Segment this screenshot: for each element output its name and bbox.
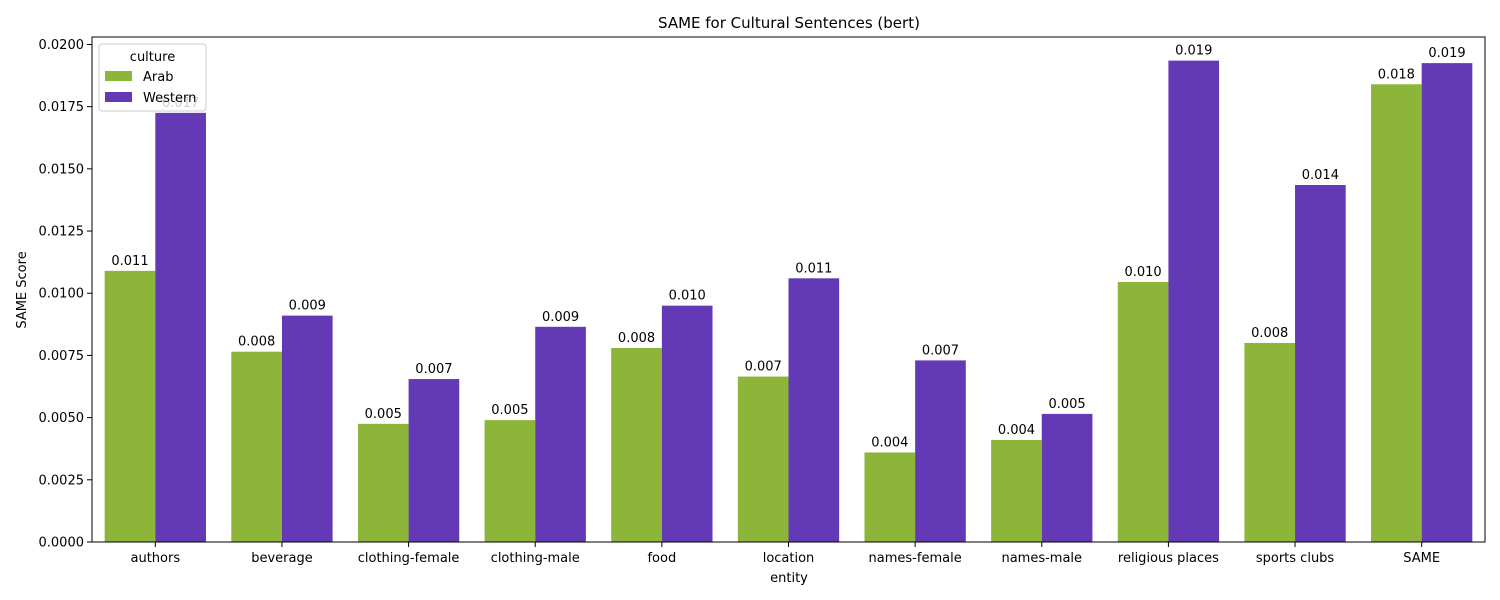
bar-value-label: 0.008	[1251, 326, 1288, 341]
x-axis: authors beverage clothing-female clothing-m…	[131, 542, 1440, 566]
x-tick-label: SAME	[1403, 551, 1440, 566]
y-tick-label: 0.0150	[39, 162, 85, 177]
bar-arab	[231, 351, 282, 542]
bar-value-label: 0.004	[998, 423, 1035, 438]
bar-arab	[104, 270, 156, 542]
bar-arab	[357, 423, 409, 542]
x-tick-label: names-female	[869, 551, 962, 566]
bar-arab	[1371, 84, 1422, 543]
legend-swatch-arab	[105, 71, 132, 81]
bar-value-label: 0.007	[745, 360, 782, 375]
bar-value-label: 0.004	[871, 435, 908, 450]
bar-value-label: 0.011	[111, 254, 148, 269]
bar-value-label: 0.010	[669, 289, 706, 304]
bar-value-label: 0.010	[1124, 265, 1161, 280]
y-tick-label: 0.0100	[39, 287, 85, 302]
y-tick-label: 0.0075	[39, 349, 85, 364]
y-axis-label: SAME Score	[15, 251, 30, 328]
chart-title: SAME for Cultural Sentences (bert)	[658, 14, 920, 32]
bar-value-label: 0.011	[795, 261, 832, 276]
x-tick-label: beverage	[251, 551, 313, 566]
bar-value-label: 0.008	[618, 331, 655, 346]
y-axis: 0.0000 0.0025 0.0050 0.0075 0.0100 0.0125 0.01…	[39, 38, 92, 551]
bar-western	[535, 326, 586, 542]
bar-arab	[1244, 342, 1296, 542]
x-axis-label: entity	[770, 571, 808, 586]
bars-group	[104, 60, 1473, 543]
bar-value-label: 0.007	[922, 343, 959, 358]
bar-value-label: 0.008	[238, 335, 275, 350]
x-tick-label: sports clubs	[1256, 551, 1335, 566]
bar-value-label: 0.007	[415, 362, 452, 377]
x-tick-label: religious places	[1118, 551, 1219, 566]
bar-western	[1421, 63, 1473, 542]
y-tick-label: 0.0200	[39, 38, 85, 53]
y-tick-label: 0.0175	[39, 100, 85, 115]
legend-label-arab: Arab	[143, 70, 173, 85]
x-tick-label: food	[647, 551, 676, 566]
legend-swatch-western	[105, 92, 132, 102]
bar-value-label: 0.005	[365, 407, 402, 422]
bar-western	[915, 360, 966, 542]
plot-frame	[91, 36, 1486, 543]
bar-value-label: 0.009	[289, 299, 326, 314]
bar-arab	[1117, 282, 1169, 542]
bar-western	[408, 379, 460, 542]
y-tick-label: 0.0125	[39, 225, 85, 240]
x-tick-label: location	[763, 551, 815, 566]
bar-value-label: 0.014	[1302, 168, 1339, 183]
y-tick-label: 0.0025	[39, 473, 85, 488]
x-tick-label: authors	[131, 551, 181, 566]
bar-value-label: 0.005	[491, 403, 528, 418]
legend-label-western: Western	[143, 91, 196, 106]
bar-value-label: 0.018	[1378, 67, 1415, 82]
bar-value-label: 0.019	[1428, 46, 1465, 61]
legend: culture Arab Western	[98, 43, 207, 112]
bar-arab	[611, 347, 662, 542]
bar-value-label: 0.005	[1048, 397, 1085, 412]
bar-western	[661, 305, 713, 542]
y-tick-label: 0.0050	[39, 411, 85, 426]
bar-arab	[864, 452, 916, 542]
bar-western	[281, 315, 333, 542]
bar-western	[1041, 413, 1093, 542]
bar-western	[1168, 60, 1220, 543]
bar-value-label: 0.019	[1175, 44, 1212, 59]
bar-western	[788, 278, 840, 542]
y-tick-label: 0.0000	[39, 536, 85, 551]
bar-western	[155, 112, 206, 542]
bar-arab	[484, 420, 536, 542]
legend-title: culture	[130, 50, 175, 65]
x-tick-label: names-male	[1001, 551, 1082, 566]
bar-value-label: 0.009	[542, 310, 579, 325]
x-tick-label: clothing-male	[491, 551, 580, 566]
x-tick-label: clothing-female	[358, 551, 460, 566]
bar-western	[1295, 185, 1346, 542]
bar-arab	[737, 376, 789, 542]
bar-arab	[991, 440, 1042, 542]
